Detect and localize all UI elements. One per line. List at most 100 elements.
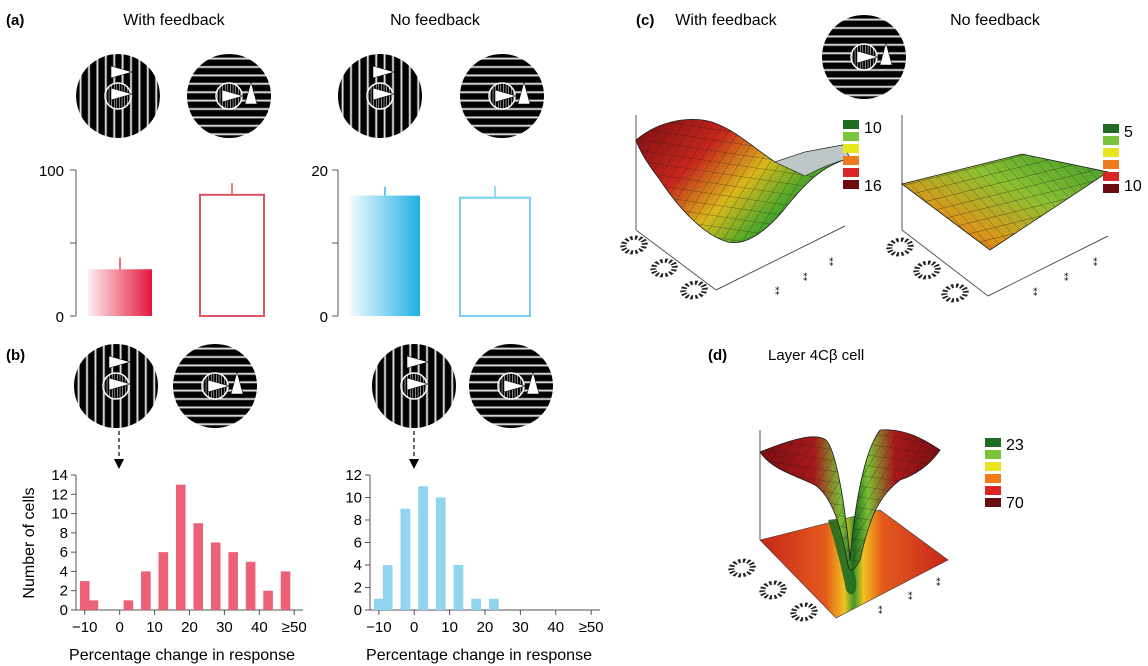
- ring-stimulus-icon: [622, 236, 646, 254]
- tick-label: 10: [345, 490, 362, 507]
- colorbar-swatch: [985, 450, 1001, 459]
- tick-label: 10: [441, 619, 458, 636]
- svg-text:⁑: ⁑: [1064, 272, 1069, 284]
- tick-label: 2: [354, 580, 362, 597]
- tick-label: 10: [51, 506, 68, 523]
- grating-stimulus-icon: [371, 343, 457, 429]
- svg-text:⁑: ⁑: [1033, 287, 1038, 299]
- histogram-bar: [382, 565, 393, 610]
- histogram-bar: [400, 508, 411, 610]
- tick-label: 40: [547, 619, 564, 636]
- tick-label: 4: [354, 557, 362, 574]
- panel-a-title-with: With feedback: [123, 12, 225, 29]
- histogram-bar: [123, 600, 134, 610]
- ring-stimulus-icon: [682, 281, 706, 299]
- tick-label: 12: [51, 486, 68, 503]
- grating-stimulus-icon: [459, 53, 545, 139]
- histogram-bar: [175, 484, 186, 610]
- colorbar-label: 10: [864, 120, 882, 137]
- dashed-arrow-icon: [409, 431, 419, 469]
- tick-label: 20: [181, 619, 198, 636]
- panel-c-label: (c): [636, 12, 654, 29]
- panel-d-title: Layer 4Cβ cell: [768, 347, 864, 364]
- histogram-bar: [193, 523, 204, 610]
- tick-label: 0: [60, 602, 68, 619]
- colorbar-swatch: [985, 462, 1001, 471]
- grating-stimulus-icon: [186, 53, 272, 139]
- floor-minimum: [828, 518, 857, 595]
- chart-a-right: 20 0: [311, 163, 531, 326]
- colorbar-c-left: [843, 120, 859, 189]
- chart-a-left: 100 0: [39, 163, 265, 326]
- tick-label: 20: [311, 163, 328, 180]
- tick-label: 10: [146, 619, 163, 636]
- grating-stimulus-icon: [172, 343, 258, 429]
- tick-label: 6: [60, 544, 68, 561]
- histogram-bar: [245, 561, 256, 610]
- surface-mesh: [636, 119, 850, 243]
- panel-c-title-no: No feedback: [950, 12, 1041, 29]
- svg-text:⁑: ⁑: [803, 272, 808, 284]
- svg-text:⁑: ⁑: [829, 257, 834, 269]
- ring-stimulus-icon: [761, 581, 785, 599]
- bar: [88, 269, 152, 316]
- colorbar-swatch: [1103, 148, 1119, 157]
- surface-mesh: [902, 154, 1108, 250]
- ring-stimulus-icon: [943, 284, 967, 302]
- tick-label: −10: [366, 619, 391, 636]
- histogram-bar: [280, 571, 291, 610]
- svg-text:⁑: ⁑: [908, 591, 913, 603]
- tick-label: 0: [410, 619, 418, 636]
- panel-c-title-with: With feedback: [675, 12, 777, 29]
- chart-b-left: Number of cells Percentage change in res…: [21, 467, 307, 664]
- chart-b-right: Percentage change in response −10 0 10 20 30…: [345, 467, 603, 664]
- histogram-bar: [418, 486, 428, 610]
- colorbar-label: 23: [1006, 437, 1024, 454]
- svg-text:⁑: ⁑: [775, 286, 780, 298]
- colorbar-swatch: [843, 144, 859, 153]
- ring-stimulus-icon: [792, 603, 816, 621]
- colorbar-d: [985, 438, 1001, 507]
- panel-a-title-no: No feedback: [390, 12, 481, 29]
- tick-label: 4: [60, 563, 68, 580]
- histogram-bar: [263, 590, 273, 610]
- tick-label: 30: [216, 619, 233, 636]
- svg-text:⁑: ⁑: [1093, 257, 1098, 269]
- ring-stimulus-icon: [730, 559, 754, 577]
- histogram-bar: [141, 571, 151, 610]
- tick-label: ≥50: [579, 619, 604, 636]
- histogram-bar: [88, 600, 99, 610]
- histogram-bar: [373, 598, 384, 610]
- colorbar-swatch: [1103, 172, 1119, 181]
- tick-label: 12: [345, 467, 362, 484]
- colorbar-swatch: [985, 498, 1001, 507]
- surface-mesh: [760, 429, 940, 570]
- colorbar-swatch: [1103, 136, 1119, 145]
- bar: [350, 195, 420, 316]
- grating-stimulus-icon: [76, 54, 160, 138]
- tick-label: 20: [477, 619, 494, 636]
- panel-b-label: (b): [6, 347, 25, 364]
- tick-label: ≥50: [282, 619, 307, 636]
- surface-plot-with-feedback: ⁑ ⁑ ⁑: [622, 115, 851, 299]
- grating-stimulus-icon: [73, 343, 159, 429]
- tick-label: 0: [354, 602, 362, 619]
- tick-label: −10: [72, 619, 97, 636]
- tick-label: 6: [354, 535, 362, 552]
- tick-label: 100: [39, 163, 64, 180]
- surface-plot-no-feedback: ⁑ ⁑ ⁑: [888, 115, 1110, 302]
- tick-label: 0: [56, 309, 64, 326]
- dashed-arrow-icon: [114, 431, 124, 469]
- bar: [459, 196, 531, 318]
- histogram-bar: [488, 598, 499, 610]
- tick-label: 30: [512, 619, 529, 636]
- colorbar-swatch: [1103, 124, 1119, 133]
- grating-stimulus-icon: [821, 14, 907, 100]
- ring-stimulus-icon: [915, 261, 939, 279]
- ring-stimulus-icon: [888, 238, 912, 256]
- histogram-bar: [435, 497, 446, 610]
- ring-stimulus-icon: [652, 259, 676, 277]
- colorbar-swatch: [985, 474, 1001, 483]
- colorbar-swatch: [1103, 160, 1119, 169]
